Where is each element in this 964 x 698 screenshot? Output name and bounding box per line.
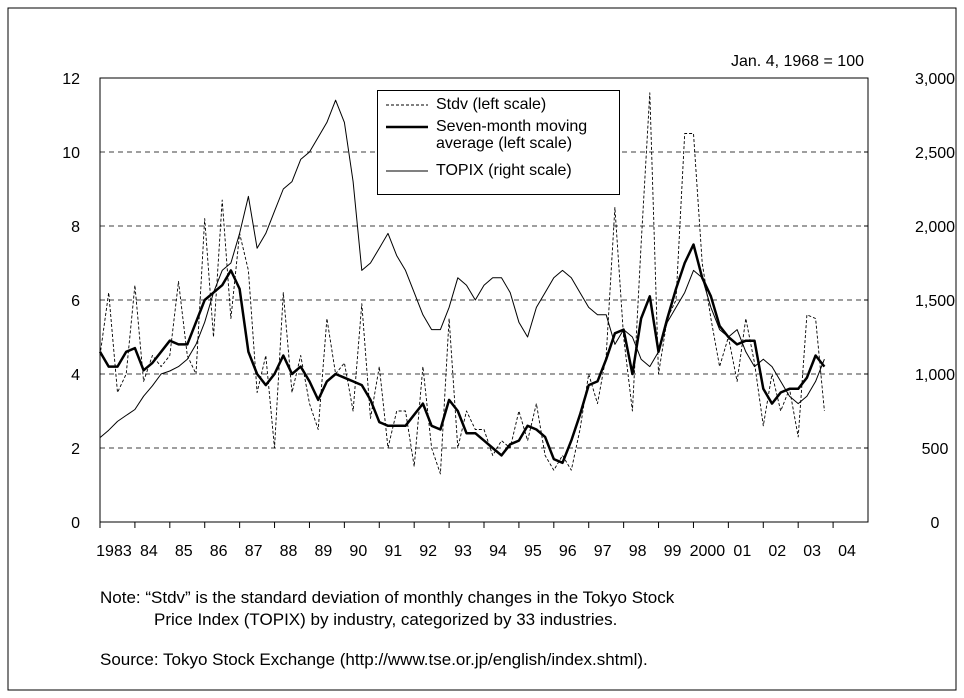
y-tick-label: 8 xyxy=(71,219,80,236)
y2-tick-label: 2,500 xyxy=(915,145,955,162)
x-tick-label: 88 xyxy=(280,543,298,560)
x-tick-label: 03 xyxy=(803,543,821,560)
y2-tick-label: 3,000 xyxy=(915,71,955,88)
y2-tick-label: 1,000 xyxy=(915,367,955,384)
y-tick-label: 2 xyxy=(71,441,80,458)
x-tick-label: 90 xyxy=(349,543,367,560)
series-line xyxy=(98,243,826,465)
x-tick-label: 85 xyxy=(175,543,193,560)
x-tick-label: 95 xyxy=(524,543,542,560)
series-line xyxy=(99,92,825,475)
note-line: Note: “Stdv” is the standard deviation o… xyxy=(100,588,675,607)
x-tick-label: 04 xyxy=(838,543,856,560)
x-tick-label: 93 xyxy=(454,543,472,560)
x-tick-label: 02 xyxy=(768,543,786,560)
legend: Stdv (left scale) Seven-month moving ave… xyxy=(377,90,620,195)
x-tick-label: 2000 xyxy=(690,543,726,560)
x-tick-label: 01 xyxy=(733,543,751,560)
y2-tick-label: 500 xyxy=(922,441,949,458)
x-tick-label: 94 xyxy=(489,543,507,560)
x-tick-label: 97 xyxy=(594,543,612,560)
frame xyxy=(7,7,957,691)
x-tick-label: 99 xyxy=(664,543,682,560)
x-tick-label: 89 xyxy=(315,543,333,560)
y-tick-label: 6 xyxy=(71,293,80,310)
x-tick-label: 98 xyxy=(629,543,647,560)
y-tick-label: 0 xyxy=(71,515,80,532)
annotation: Jan. 4, 1968 = 100 xyxy=(731,53,864,70)
y2-tick-label: 1,500 xyxy=(915,293,955,310)
y2-tick-label: 2,000 xyxy=(915,219,955,236)
series-line xyxy=(99,99,825,438)
x-tick-label: 92 xyxy=(419,543,437,560)
legend-keys xyxy=(386,104,428,172)
y-tick-label: 4 xyxy=(71,367,80,384)
source: Source: Tokyo Stock Exchange (http://www… xyxy=(100,650,648,669)
x-tick-label: 96 xyxy=(559,543,577,560)
y2-tick-label: 0 xyxy=(931,515,940,532)
legend-label: Stdv (left scale) xyxy=(436,96,547,113)
legend-label: TOPIX (right scale) xyxy=(436,162,572,179)
y-tick-label: 12 xyxy=(62,71,80,88)
legend-label: Seven-month moving average (left scale) xyxy=(436,118,588,152)
y-tick-label: 10 xyxy=(62,145,80,162)
x-tick-label: 91 xyxy=(384,543,402,560)
x-tick-label: 87 xyxy=(245,543,263,560)
x-tick-label: 1983 xyxy=(96,543,132,560)
x-tick-label: 86 xyxy=(210,543,228,560)
x-tick-label: 84 xyxy=(140,543,158,560)
plot-frame xyxy=(99,77,869,523)
note-line: Price Index (TOPIX) by industry, categor… xyxy=(154,610,618,629)
